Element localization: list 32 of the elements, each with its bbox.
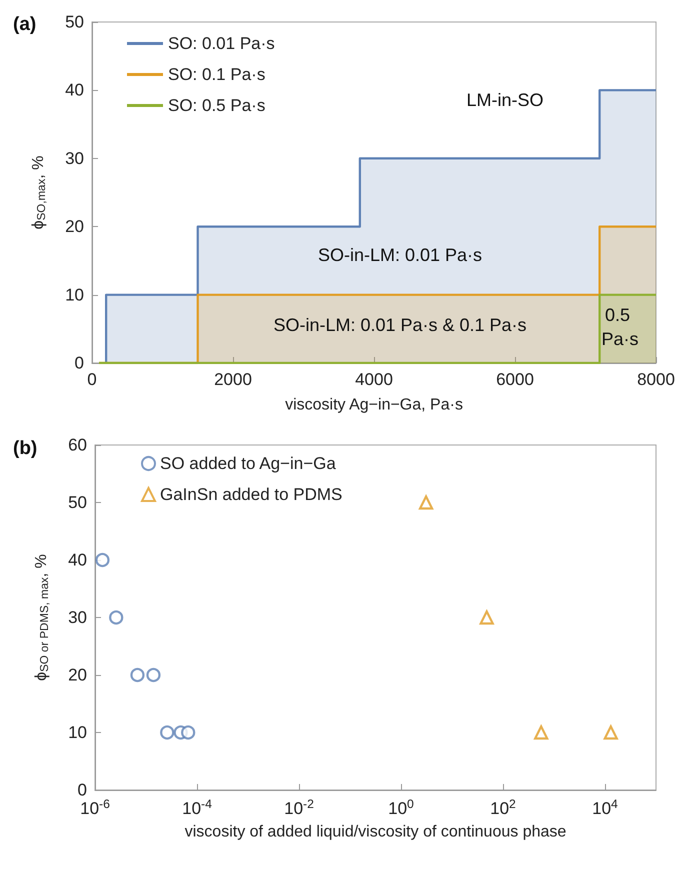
x-axis-title: viscosity Ag−in−Ga, Pa·s: [285, 396, 463, 414]
legend-label: SO: 0.1 Pa·s: [168, 65, 266, 84]
x-tick-label: 4000: [355, 370, 393, 389]
y-tick-label: 20: [68, 666, 87, 684]
y-axis-title: ϕSO,max, %: [30, 156, 48, 230]
annotation: SO-in-LM: 0.01 Pa·s: [318, 245, 482, 265]
chart-title: (a): [13, 14, 36, 35]
chart-title: (b): [13, 438, 38, 459]
legend-label: SO added to Ag−in−Ga: [160, 454, 336, 473]
y-tick-label: 50: [68, 493, 87, 512]
x-tick-label: 8000: [637, 370, 675, 389]
legend-label: SO: 0.5 Pa·s: [168, 96, 266, 115]
y-tick-label: 30: [65, 148, 84, 168]
y-axis-title: ϕSO or PDMS, max, %: [32, 554, 51, 681]
y-tick-label: 0: [78, 780, 87, 800]
y-tick-label: 40: [68, 550, 87, 570]
legend-label: SO: 0.01 Pa·s: [168, 34, 275, 53]
y-tick-label: 50: [65, 12, 84, 32]
x-axis-title: viscosity of added liquid/viscosity of continuous phase: [184, 824, 566, 840]
x-tick-label: 6000: [496, 370, 534, 389]
y-tick-label: 60: [68, 436, 87, 454]
annotation: LM-in-SO: [466, 90, 544, 110]
annotation: 0.5 Pa·s: [601, 305, 639, 349]
x-tick-label: 2000: [214, 370, 252, 389]
legend-label: GaInSn added to PDMS: [160, 485, 342, 504]
y-tick-label: 10: [65, 285, 84, 304]
y-tick-label: 0: [74, 354, 84, 372]
y-tick-label: 30: [68, 608, 87, 627]
y-tick-label: 10: [68, 723, 87, 742]
y-tick-label: 20: [65, 217, 84, 236]
y-tick-label: 40: [65, 80, 84, 100]
annotation: SO-in-LM: 0.01 Pa·s & 0.1 Pa·s: [273, 315, 527, 335]
